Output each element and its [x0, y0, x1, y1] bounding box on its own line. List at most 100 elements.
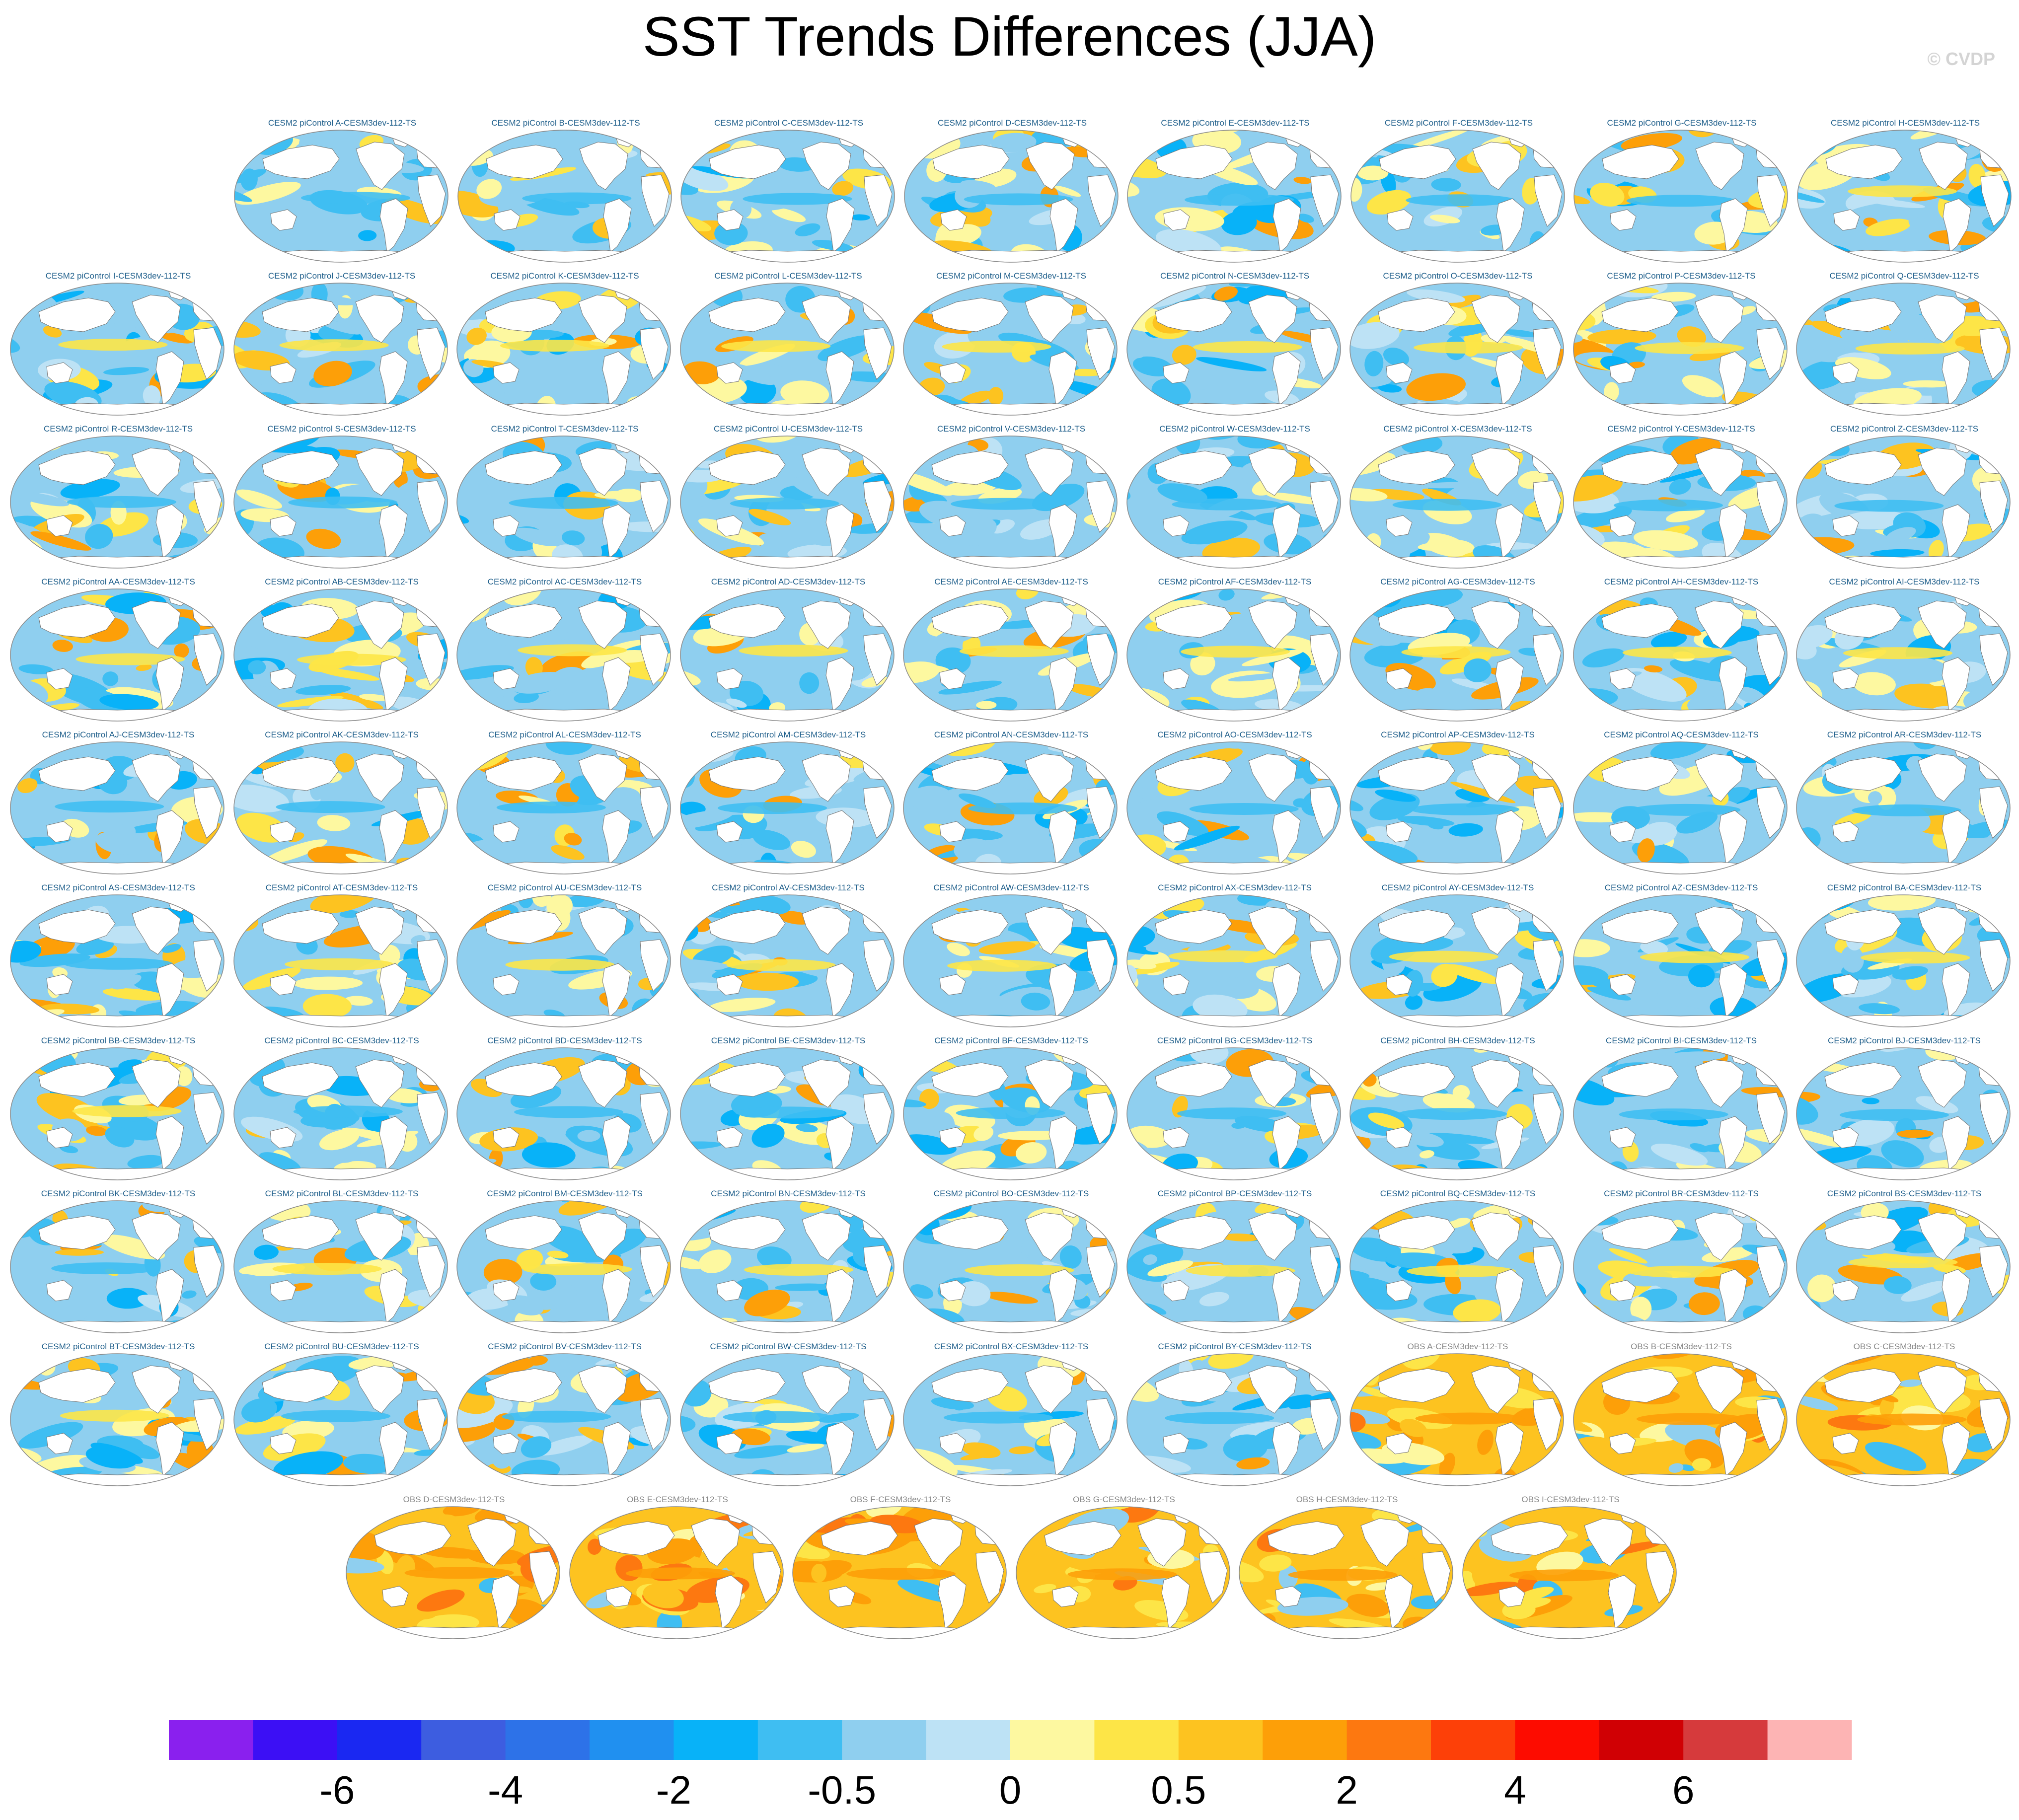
sst-anomaly-patch: [417, 1589, 465, 1612]
sst-anomaly-patch: [1796, 1048, 1807, 1067]
sst-anomaly-patch: [819, 1413, 859, 1423]
equatorial-band: [1843, 647, 1952, 659]
sst-anomaly-patch: [787, 1444, 824, 1453]
eurasia-land: [1601, 603, 1679, 638]
sst-anomaly-patch: [909, 436, 933, 445]
sst-anomaly-patch: [681, 243, 695, 262]
sst-anomaly-patch: [164, 554, 224, 568]
sst-anomaly-patch: [744, 1289, 790, 1316]
map-panel: CESM2 piControl AG-CESM3dev-112-TS: [1348, 577, 1567, 726]
sst-anomaly-patch: [621, 588, 672, 590]
sst-anomaly-patch: [1868, 895, 1936, 911]
north-america-land: [132, 294, 181, 343]
panel-title: CESM2 piControl G-CESM3dev-112-TS: [1607, 118, 1757, 128]
sst-anomaly-patch: [1996, 752, 2010, 769]
map-border: [680, 1200, 895, 1333]
north-america-land: [578, 1212, 627, 1261]
eurasia-land: [1155, 909, 1232, 944]
south-america-land: [155, 810, 184, 865]
antarctica-land: [1155, 709, 1313, 721]
eurasia-land: [1602, 145, 1679, 179]
sst-anomaly-patch: [1736, 742, 1787, 750]
antarctica-land: [374, 1626, 532, 1639]
south-america-land: [379, 1269, 408, 1323]
south-america-land: [825, 504, 854, 559]
africa-land: [1756, 1092, 1785, 1145]
sst-trend-map: [234, 130, 449, 263]
eurasia-land: [598, 1521, 675, 1556]
sst-anomaly-patch: [1127, 400, 1154, 413]
sst-anomaly-patch: [1266, 492, 1326, 505]
south-america-land: [826, 198, 855, 253]
south-america-land: [602, 504, 631, 559]
sst-trend-map: [1349, 1353, 1564, 1486]
sst-anomaly-patch: [457, 665, 514, 680]
antarctica-land: [1155, 1167, 1313, 1180]
sst-anomaly-patch: [551, 845, 585, 860]
map-border: [456, 283, 671, 416]
sst-anomaly-patch: [248, 251, 266, 262]
sst-anomaly-patch: [532, 895, 551, 907]
australia-land: [270, 821, 297, 843]
sst-anomaly-patch: [547, 1250, 569, 1259]
sst-anomaly-patch: [1584, 556, 1613, 568]
eurasia-land: [262, 145, 340, 179]
equatorial-band: [279, 339, 389, 352]
map-panel: CESM2 piControl T-CESM3dev-112-TS: [455, 424, 674, 573]
equatorial-band: [51, 1262, 161, 1275]
africa-land: [1979, 1245, 2008, 1298]
eurasia-land: [1155, 1062, 1232, 1097]
panel-grid: CESM2 piControl A-CESM3dev-112-TS CESM2 p…: [10, 118, 2012, 1639]
map-border: [1126, 283, 1341, 416]
sst-anomaly-patch: [1536, 1551, 1583, 1575]
south-america-land: [1719, 351, 1747, 406]
map-border: [1126, 741, 1341, 874]
africa-land: [1533, 327, 1562, 380]
australia-land: [1163, 821, 1190, 843]
sst-anomaly-patch: [800, 1201, 833, 1213]
equatorial-band: [951, 498, 1060, 510]
eurasia-land: [1044, 1521, 1122, 1556]
sst-anomaly-patch: [1239, 1507, 1266, 1533]
eurasia-land: [1379, 145, 1456, 179]
panel-title: OBS E-CESM3dev-112-TS: [627, 1495, 728, 1504]
map-panel: CESM2 piControl BD-CESM3dev-112-TS: [455, 1036, 674, 1185]
sst-anomaly-patch: [317, 815, 351, 831]
australia-land: [939, 1127, 966, 1149]
antarctica-land: [1601, 1320, 1759, 1333]
sst-anomaly-patch: [1255, 415, 1321, 416]
eurasia-land: [931, 1368, 1009, 1403]
south-america-land: [1495, 504, 1524, 559]
equatorial-band: [625, 1567, 735, 1580]
sst-trend-map: [680, 1353, 895, 1486]
sst-anomaly-patch: [1297, 214, 1314, 223]
map-border: [1573, 130, 1788, 263]
map-border: [1796, 588, 2011, 722]
sst-trend-map: [1573, 1047, 1788, 1180]
australia-land: [1163, 668, 1190, 690]
australia-land: [1163, 1433, 1190, 1455]
north-america-land: [1695, 1059, 1744, 1108]
australia-land: [1832, 1433, 1859, 1455]
panel-title: CESM2 piControl F-CESM3dev-112-TS: [1384, 118, 1533, 128]
sst-anomaly-patch: [241, 1201, 301, 1204]
eurasia-land: [1601, 1368, 1679, 1403]
north-america-land: [802, 753, 851, 802]
south-america-land: [1048, 504, 1077, 559]
north-america-land: [802, 906, 851, 955]
sst-anomaly-patch: [103, 366, 150, 375]
antarctica-land: [931, 1015, 1089, 1027]
antarctica-land: [932, 250, 1090, 262]
map-border: [233, 1200, 448, 1333]
sst-anomaly-patch: [267, 894, 306, 895]
sst-anomaly-patch: [1092, 1354, 1108, 1372]
africa-land: [1979, 633, 2008, 686]
africa-land: [863, 1398, 892, 1451]
eurasia-land: [1378, 1062, 1455, 1097]
africa-land: [863, 480, 892, 533]
sst-anomaly-patch: [1413, 719, 1428, 721]
sst-anomaly-patch: [1807, 1274, 1837, 1303]
sst-anomaly-patch: [1199, 1292, 1229, 1307]
equatorial-band: [1509, 1569, 1619, 1582]
south-america-land: [379, 963, 408, 1018]
